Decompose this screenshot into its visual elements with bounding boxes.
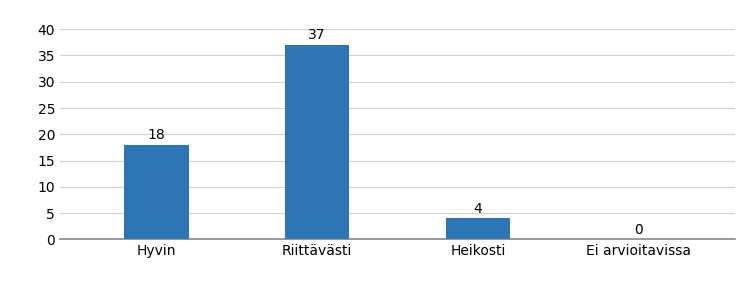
Text: 0: 0 bbox=[634, 223, 643, 237]
Bar bbox=[446, 218, 510, 239]
Bar bbox=[285, 45, 350, 239]
Bar bbox=[124, 145, 188, 239]
Text: 18: 18 bbox=[148, 128, 165, 142]
Text: 4: 4 bbox=[473, 202, 482, 216]
Text: 37: 37 bbox=[308, 28, 326, 42]
